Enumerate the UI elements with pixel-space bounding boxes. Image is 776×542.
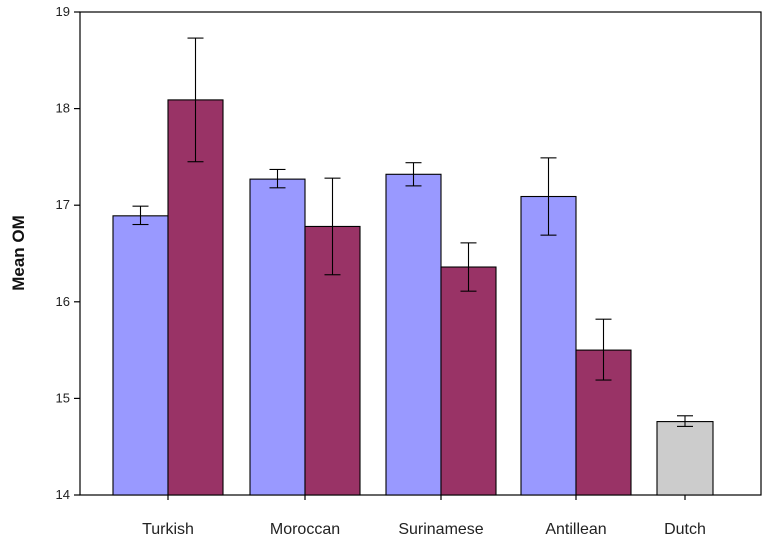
error-bars-group [132, 37, 693, 427]
x-tick-label-moroccan: Moroccan [270, 521, 340, 538]
bar-antillean-group1 [520, 195, 577, 496]
y-axis: 14 15 16 17 18 19 [56, 4, 80, 502]
bar-moroccan-group1 [249, 178, 306, 496]
y-tick-label-17: 17 [56, 197, 70, 212]
bar-surinamese-group1 [385, 173, 442, 496]
y-axis-title: Mean OM [9, 215, 28, 291]
y-tick-label-19: 19 [56, 4, 70, 19]
x-tick-label-antillean: Antillean [545, 521, 606, 538]
y-tick-label-14: 14 [56, 487, 70, 502]
y-tick-label-16: 16 [56, 294, 70, 309]
y-tick-label-18: 18 [56, 101, 70, 116]
bar-turkish-group1 [112, 215, 169, 496]
y-tick-label-15: 15 [56, 390, 70, 405]
x-tick-label-dutch: Dutch [664, 521, 706, 538]
bar-dutch-single [656, 421, 714, 496]
x-axis: Turkish Moroccan Surinamese Antillean Dutch [142, 495, 706, 538]
x-tick-label-surinamese: Surinamese [398, 521, 483, 538]
bar-surinamese-group2 [440, 266, 497, 496]
bar-turkish-group2 [167, 99, 224, 496]
x-tick-label-turkish: Turkish [142, 521, 194, 538]
